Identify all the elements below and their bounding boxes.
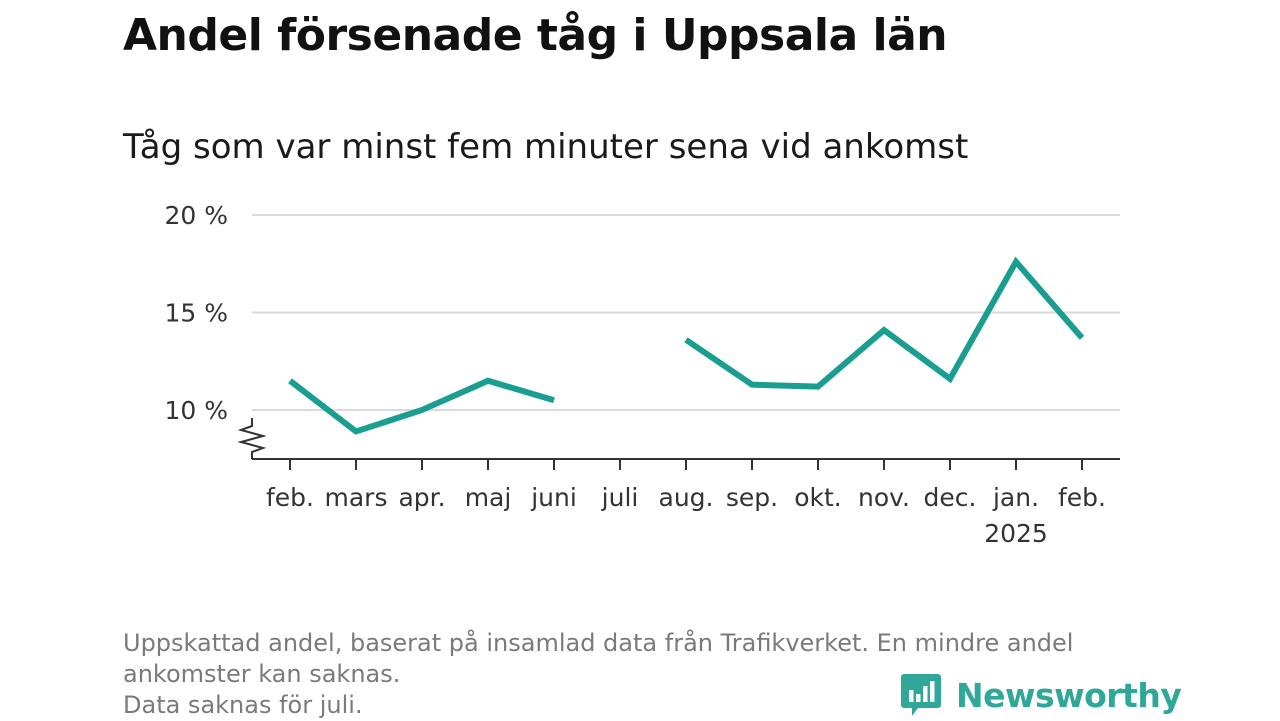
chart-subtitle: Tåg som var minst fem minuter sena vid a… xyxy=(123,127,969,167)
y-axis-break-icon xyxy=(237,418,267,459)
line-chart: 10 % 15 % 20 % feb. mars apr. maj juni juli aug.… xyxy=(164,201,1120,548)
footnote-line: Data saknas för juli. xyxy=(123,691,363,719)
footnote: Uppskattad andel, baserat på insamlad da… xyxy=(123,628,1163,721)
x-tick-label: feb. xyxy=(266,483,314,512)
x-tick-label: aug. xyxy=(659,483,714,512)
series-line-segment xyxy=(288,377,555,435)
x-tick-label: mars xyxy=(325,483,388,512)
y-tick-label: 15 % xyxy=(164,299,228,328)
newsworthy-chart-bubble-icon xyxy=(901,674,941,716)
x-tick-label: juli xyxy=(601,483,639,512)
series-lines xyxy=(288,256,1085,435)
x-axis-tick-labels: feb. mars apr. maj juni juli aug. sep. okt. nov. d… xyxy=(266,483,1106,548)
x-tick-label: juni xyxy=(530,483,577,512)
x-tick-label: okt. xyxy=(794,483,842,512)
series-line-segment xyxy=(684,256,1085,390)
footnote-line: ankomster kan saknas. xyxy=(123,660,401,688)
y-tick-label: 10 % xyxy=(164,396,228,425)
brand-name: Newsworthy xyxy=(956,675,1182,715)
x-tick-label: apr. xyxy=(398,483,445,512)
x-tick-label: maj xyxy=(465,483,512,512)
brand-logo: Newsworthy xyxy=(900,670,1182,720)
x-axis xyxy=(237,418,1120,470)
x-tick-label: dec. xyxy=(924,483,977,512)
y-axis-tick-labels: 10 % 15 % 20 % xyxy=(164,201,228,425)
x-year-label: 2025 xyxy=(984,519,1048,548)
gridlines xyxy=(252,214,1120,411)
chart-title: Andel försenade tåg i Uppsala län xyxy=(123,10,948,61)
x-tick-label: feb. xyxy=(1058,483,1106,512)
x-tick-label: sep. xyxy=(726,483,778,512)
y-tick-label: 20 % xyxy=(164,201,228,230)
x-tick-label: jan. xyxy=(992,483,1039,512)
x-tick-label: nov. xyxy=(858,483,910,512)
footnote-line: Uppskattad andel, baserat på insamlad da… xyxy=(123,629,1074,657)
